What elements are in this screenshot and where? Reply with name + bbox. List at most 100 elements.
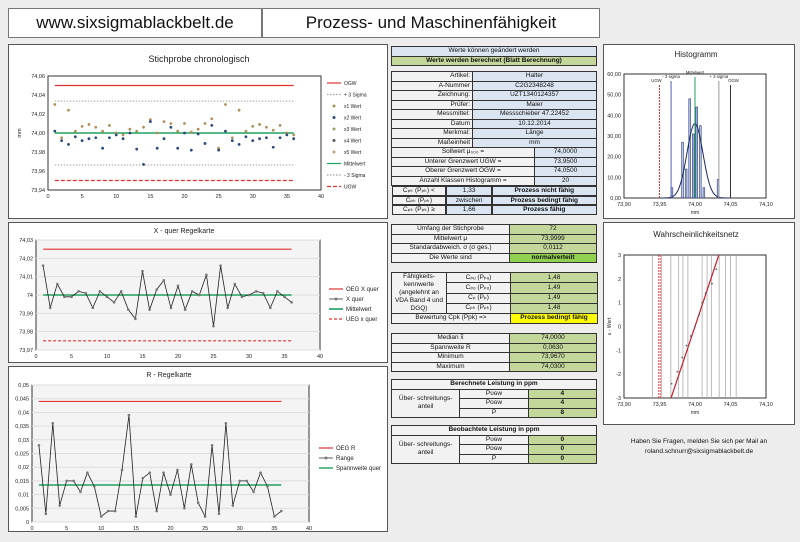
info-value[interactable]: 10.12.2014 — [472, 118, 597, 129]
probability-point — [715, 268, 718, 271]
x-tick-label: 73,90 — [617, 202, 631, 208]
chart-histogram[interactable]: 0,00 10,00 20,00 30,00 40,00 50,00 60,00 73,90 7… — [603, 44, 795, 219]
capability-row: Fähigkeits-kennwerte (angelehnt an VDA B… — [391, 271, 598, 314]
info-value[interactable]: mm — [472, 137, 597, 148]
data-point-1 — [251, 124, 255, 128]
limit-row: Anzahl Klassen Histogramm = 20 — [391, 175, 597, 186]
data-point-1 — [155, 131, 159, 135]
y-tick-label: 60,00 — [607, 72, 621, 78]
limit-value[interactable]: 74,0500 — [534, 166, 597, 177]
cpk-rule-threshold[interactable]: 1,66 — [446, 205, 493, 215]
rating-value: Prozess bedingt fähig — [510, 313, 598, 324]
cpk-rule-label[interactable]: Cₚₖ (Pₚₖ) < — [391, 186, 447, 196]
limit-value[interactable]: 74,0000 — [534, 147, 597, 158]
data-point-2 — [148, 120, 152, 123]
x-axis-label: mm — [691, 210, 699, 216]
descriptive-label: Median x̃ — [391, 333, 510, 344]
range-point — [155, 509, 158, 513]
data-point-2 — [169, 125, 173, 129]
data-point-1 — [73, 129, 77, 133]
x-tick-label: 30 — [246, 354, 252, 360]
data-point-1 — [244, 129, 248, 133]
range-point — [217, 512, 221, 516]
ppm-label: P — [459, 407, 529, 418]
histogram-bar — [699, 125, 702, 199]
xquer-point — [240, 295, 244, 299]
info-value[interactable]: Halter — [472, 71, 597, 82]
x-tick-label: 73,95 — [653, 402, 667, 408]
range-point — [224, 422, 228, 425]
legend-marker — [332, 104, 336, 108]
y-tick-label: 74,04 — [31, 93, 45, 99]
descriptive-row: Maximum 74,0300 — [391, 361, 597, 372]
cpk-rule-label[interactable]: Cₚₖ (Pₚₖ) ≥ — [391, 205, 447, 215]
data-point-2 — [265, 136, 268, 140]
descriptive-value: 0,0630 — [509, 342, 597, 353]
cpk-rule-label[interactable]: Cₚₖ (Pₚₖ) — [391, 195, 447, 205]
cpk-rule-status: Prozess fähig — [492, 205, 597, 215]
y-tick-label: 73,94 — [31, 188, 45, 194]
data-point-2 — [224, 129, 227, 133]
data-point-1 — [101, 129, 104, 133]
probability-point — [685, 344, 688, 347]
xquer-point — [205, 273, 208, 277]
ppm-value: 0 — [527, 444, 598, 455]
x-tick-label: 30 — [237, 526, 243, 532]
cpk-rule-threshold[interactable]: zwischen — [446, 195, 493, 205]
range-point — [37, 443, 41, 447]
data-point-2 — [271, 145, 275, 149]
x-tick-label: 74,00 — [688, 402, 702, 408]
data-point-1 — [230, 136, 234, 140]
marker-label: UGW — [651, 78, 662, 83]
info-value[interactable]: Messschieber 47.22452 — [472, 109, 597, 120]
x-tick-label: 5 — [81, 194, 84, 200]
probability-point — [676, 370, 679, 373]
legend-label: x5 Wert — [344, 150, 362, 156]
range-point — [231, 504, 235, 507]
x-tick-label: 74,05 — [724, 402, 738, 408]
y-tick-label: -1 — [616, 348, 621, 354]
xquer-point — [127, 308, 130, 311]
limit-value[interactable]: 20 — [534, 175, 597, 186]
limit-value[interactable]: 73,9500 — [534, 156, 597, 167]
info-value[interactable]: UZT1340124357 — [472, 90, 597, 101]
chart-probability[interactable]: -3 -2 -1 0 1 2 3 73,90 73,95 74,00 74,05 74,10 Wahrs… — [603, 222, 795, 425]
xquer-point — [176, 284, 180, 288]
range-point — [106, 509, 110, 513]
range-point — [280, 509, 283, 513]
range-point — [162, 471, 165, 474]
x-tick-label: 25 — [216, 194, 222, 200]
y-tick-label: 10,00 — [607, 175, 621, 181]
legend-marker — [332, 116, 336, 119]
site-title[interactable]: www.sixsigmablackbelt.de — [8, 8, 262, 38]
range-point — [134, 515, 138, 518]
x-tick-label: 74,00 — [688, 202, 702, 208]
legend-marker — [332, 127, 336, 131]
xquer-point — [155, 288, 158, 291]
info-label: Prüfer: — [391, 99, 473, 110]
data-point-2 — [128, 131, 132, 135]
stats-label: Mittelwert μ — [391, 233, 510, 244]
info-value[interactable]: Maier — [472, 99, 597, 110]
chart-xquer[interactable]: 73,97 73,98 73,99 74 74,01 74,02 74,03 0 5 10 15 20… — [8, 222, 388, 363]
chart-stichprobe[interactable]: 73,94 73,96 73,98 74,00 74,02 74,04 74,06 0 5 10 1… — [8, 44, 388, 219]
info-value[interactable]: Länge — [472, 128, 597, 139]
chart-title: Stichprobe chronologisch — [148, 54, 249, 64]
data-point-2 — [183, 131, 186, 135]
info-row: Prüfer: Maier — [391, 99, 597, 110]
y-tick-label: -2 — [616, 372, 621, 378]
stats-label: Die Werte sind — [391, 252, 510, 263]
data-point-1 — [94, 125, 98, 129]
chart-range[interactable]: 0 0,005 0,01 0,015 0,02 0,025 0,03 0,035 0,04 0,0… — [8, 366, 388, 532]
contact-email[interactable]: roland.schnurr@sixsigmablackbelt.de — [644, 448, 754, 455]
x-tick-label: 0 — [30, 526, 33, 532]
cpk-rule-threshold[interactable]: 1,33 — [446, 186, 493, 196]
y-tick-label: 30,00 — [607, 134, 621, 140]
data-point-2 — [121, 137, 125, 141]
limit-row: Oberer Grenzwert OGW = 74,0500 — [391, 166, 597, 177]
x-tick-label: 15 — [133, 526, 139, 532]
data-point-2 — [285, 133, 289, 137]
stats-row: Mittelwert μ 73,9999 — [391, 233, 597, 244]
x-tick-label: 20 — [167, 526, 173, 532]
info-value[interactable]: C2G2348248 — [472, 80, 597, 91]
